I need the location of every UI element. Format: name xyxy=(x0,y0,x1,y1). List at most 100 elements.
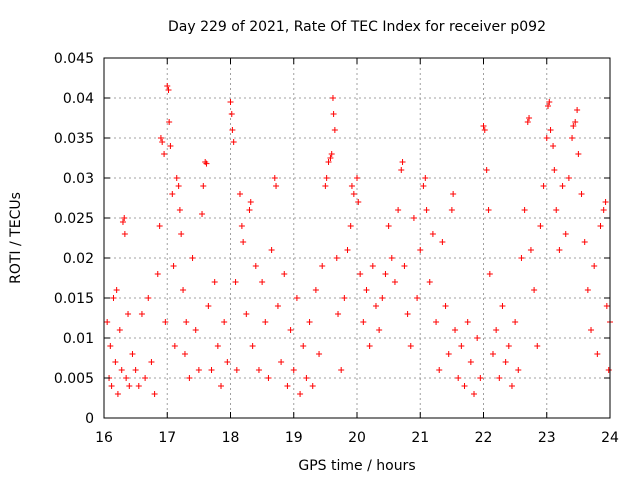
data-point xyxy=(433,319,440,325)
data-point xyxy=(159,139,166,145)
data-point xyxy=(166,119,173,125)
x-tick-label: 23 xyxy=(538,430,556,446)
data-point xyxy=(208,367,215,373)
data-point xyxy=(278,359,285,365)
data-point xyxy=(602,199,609,205)
data-point xyxy=(227,99,234,105)
data-point xyxy=(167,143,174,149)
data-point xyxy=(376,327,383,333)
data-point xyxy=(603,303,610,309)
data-point xyxy=(489,351,496,357)
data-point xyxy=(247,199,254,205)
data-point xyxy=(574,107,581,113)
data-point xyxy=(429,231,436,237)
data-point xyxy=(173,175,180,181)
data-point xyxy=(151,391,158,397)
data-point xyxy=(230,139,237,145)
data-point xyxy=(562,231,569,237)
data-point xyxy=(414,295,421,301)
data-point xyxy=(551,167,558,173)
x-tick-label: 16 xyxy=(95,430,113,446)
data-point xyxy=(404,311,411,317)
data-point xyxy=(322,183,329,189)
data-point xyxy=(527,247,534,253)
data-point xyxy=(605,367,612,373)
data-point xyxy=(524,119,531,125)
data-point xyxy=(316,351,323,357)
data-point xyxy=(442,303,449,309)
data-point xyxy=(229,127,236,133)
data-point xyxy=(565,175,572,181)
data-point xyxy=(180,287,187,293)
data-point xyxy=(547,127,554,133)
data-point xyxy=(121,231,128,237)
data-point xyxy=(218,383,225,389)
data-point xyxy=(157,135,164,141)
data-point xyxy=(290,367,297,373)
data-point xyxy=(439,239,446,245)
data-point xyxy=(388,255,395,261)
data-point xyxy=(515,367,522,373)
data-point xyxy=(116,327,123,333)
data-point xyxy=(545,103,552,109)
data-point xyxy=(464,319,471,325)
data-point xyxy=(355,199,362,205)
data-point xyxy=(199,211,206,217)
data-point xyxy=(600,207,607,213)
y-tick-label: 0.015 xyxy=(54,291,94,307)
data-point xyxy=(537,223,544,229)
data-point xyxy=(121,215,128,221)
data-point xyxy=(126,383,133,389)
data-point xyxy=(485,207,492,213)
data-point xyxy=(450,191,457,197)
grid xyxy=(104,58,610,418)
data-point xyxy=(452,327,459,333)
data-point xyxy=(357,271,364,277)
data-point xyxy=(243,311,250,317)
data-point xyxy=(518,255,525,261)
data-point xyxy=(319,263,326,269)
data-point xyxy=(436,367,443,373)
data-point xyxy=(540,183,547,189)
data-point xyxy=(138,311,145,317)
data-point xyxy=(588,327,595,333)
data-point xyxy=(483,167,490,173)
data-point xyxy=(175,183,182,189)
data-point xyxy=(422,175,429,181)
data-point xyxy=(543,135,550,141)
data-point xyxy=(132,367,139,373)
data-point xyxy=(461,383,468,389)
data-point xyxy=(417,247,424,253)
data-point xyxy=(348,183,355,189)
data-point xyxy=(327,155,334,161)
data-point xyxy=(108,383,115,389)
data-point xyxy=(350,191,357,197)
data-point xyxy=(398,167,405,173)
data-point xyxy=(265,375,272,381)
data-point xyxy=(236,191,243,197)
x-tick-label: 19 xyxy=(285,430,303,446)
data-point xyxy=(347,223,354,229)
x-tick-labels: 16 17 18 19 20 21 22 23 24 xyxy=(95,430,619,446)
data-point xyxy=(259,279,266,285)
data-point xyxy=(164,83,171,89)
data-point xyxy=(189,255,196,261)
data-point xyxy=(379,295,386,301)
x-axis-label: GPS time / hours xyxy=(298,458,415,474)
data-point xyxy=(309,383,316,389)
data-point xyxy=(477,375,484,381)
x-tick-label: 24 xyxy=(601,430,619,446)
data-point xyxy=(591,263,598,269)
data-point xyxy=(493,327,500,333)
data-point xyxy=(556,247,563,253)
data-point xyxy=(445,351,452,357)
data-point xyxy=(480,123,487,129)
x-tick-label: 17 xyxy=(158,430,176,446)
data-point xyxy=(306,319,313,325)
data-point xyxy=(597,223,604,229)
data-point xyxy=(104,319,111,325)
data-point xyxy=(154,271,161,277)
data-point xyxy=(200,183,207,189)
data-point xyxy=(274,303,281,309)
data-point xyxy=(526,115,533,121)
